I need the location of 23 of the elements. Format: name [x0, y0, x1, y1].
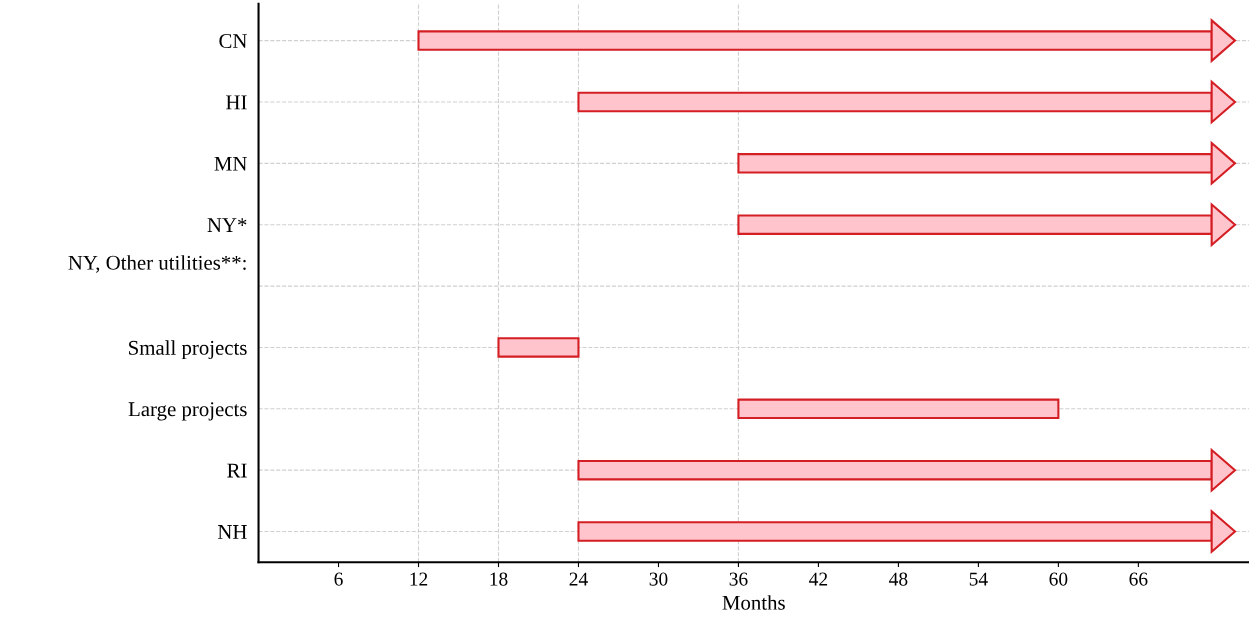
bar	[737, 398, 1060, 420]
y-tick-label: MN	[214, 156, 247, 171]
x-tick-label: 42	[809, 572, 828, 586]
y-tick-label: Large projects	[128, 402, 247, 421]
x-tick-label: 6	[334, 572, 343, 586]
y-tick-label: CN	[219, 34, 247, 49]
y-tick-label: NH	[217, 525, 247, 539]
x-axis-title: Months	[722, 595, 785, 610]
bar	[497, 337, 580, 358]
x-tick-label: 54	[969, 572, 988, 586]
x-tick-label: 24	[569, 572, 588, 586]
x-tick-label: 66	[1129, 572, 1148, 586]
y-tick-label: Small projects	[129, 340, 247, 360]
x-tick-label: 36	[729, 572, 748, 586]
y-tick-label: RI	[227, 463, 247, 478]
y-tick-label: NY*	[207, 218, 247, 232]
x-tick-label: 48	[889, 572, 908, 586]
x-tick-label: 12	[410, 572, 428, 586]
y-tick-label: HI	[226, 95, 247, 110]
x-tick-label: 18	[490, 572, 508, 586]
x-tick-label: 60	[1049, 572, 1068, 586]
x-tick-label: 30	[649, 572, 668, 586]
text: NY, Other utilities**:	[68, 255, 246, 273]
